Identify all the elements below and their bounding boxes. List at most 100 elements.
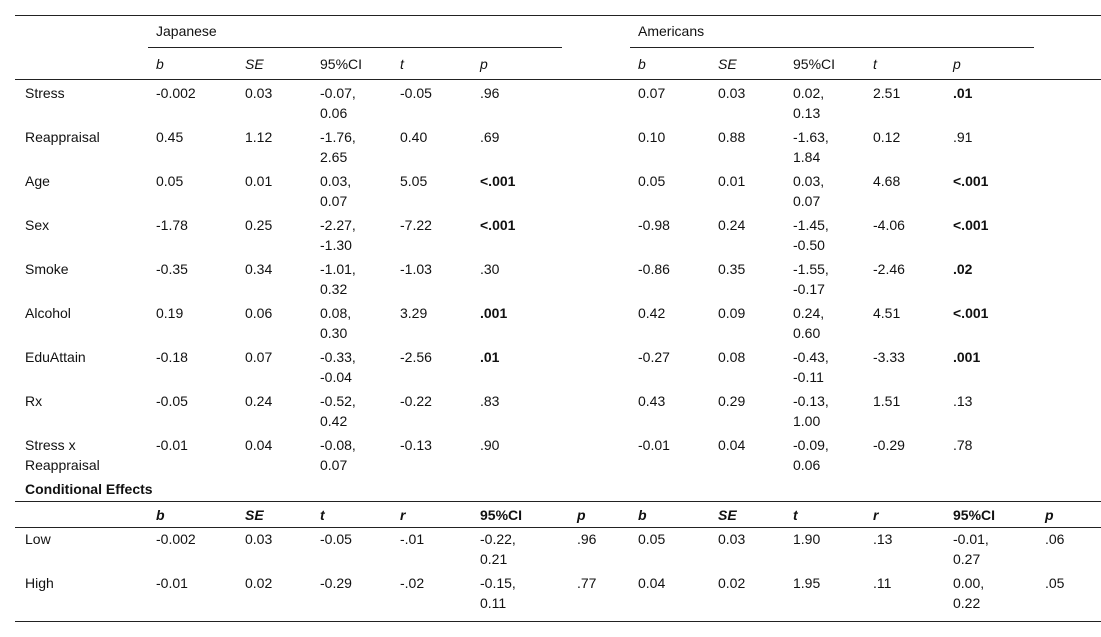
table-cell: -0.08, 0.07 [320, 437, 356, 473]
table-cell: .13 [953, 393, 973, 409]
column-header: b [638, 507, 647, 523]
table-cell: 5.05 [400, 173, 428, 189]
table-cell: 0.29 [718, 393, 746, 409]
table-cell: 0.05 [156, 173, 184, 189]
table-cell: 1.12 [245, 129, 273, 145]
table-cell: -0.01 [156, 575, 188, 591]
table-cell: 0.03, 0.07 [320, 173, 352, 209]
column-header: t [793, 507, 798, 523]
row-label: Age [25, 173, 50, 189]
table-cell: 0.08, 0.30 [320, 305, 352, 341]
table-cell: -0.01 [638, 437, 670, 453]
column-header: t [320, 507, 325, 523]
column-header: SE [718, 56, 737, 72]
column-header: p [577, 507, 586, 523]
table-cell: -0.15, 0.11 [480, 575, 516, 611]
table-cell: 0.05 [638, 173, 666, 189]
table-cell: -0.01 [156, 437, 188, 453]
table-cell: 0.04 [245, 437, 273, 453]
table-cell: .001 [953, 349, 981, 365]
table-cell: -0.22, 0.21 [480, 531, 516, 567]
table-cell: -.01 [400, 531, 425, 547]
table-cell: .96 [480, 85, 500, 101]
table-cell: -0.05 [320, 531, 352, 547]
table-cell: -7.22 [400, 217, 432, 233]
table-cell: 0.03, 0.07 [793, 173, 825, 209]
group-rule [630, 47, 1034, 48]
column-header: 95%CI [480, 507, 523, 523]
table-cell: .91 [953, 129, 973, 145]
table-cell: 0.03 [718, 85, 746, 101]
table-cell: -0.35 [156, 261, 188, 277]
column-header: 95%CI [320, 56, 363, 72]
table-cell: .11 [873, 575, 892, 591]
column-header: t [400, 56, 404, 72]
table-cell: .01 [953, 85, 973, 101]
row-label: Sex [25, 217, 50, 233]
table-cell: -1.03 [400, 261, 432, 277]
table-cell: <.001 [480, 173, 516, 189]
table-cell: 0.03 [245, 85, 273, 101]
table-cell: 1.51 [873, 393, 901, 409]
table-cell: 0.07 [638, 85, 666, 101]
column-header: SE [718, 507, 737, 523]
table-cell: 1.95 [793, 575, 821, 591]
row-label: Low [25, 531, 51, 547]
table-cell: .06 [1045, 531, 1065, 547]
table-cell: -0.43, -0.11 [793, 349, 829, 385]
table-cell: 0.07 [245, 349, 273, 365]
table-cell: -2.56 [400, 349, 432, 365]
table-cell: 1.90 [793, 531, 821, 547]
table-cell: -1.78 [156, 217, 188, 233]
column-header: p [480, 56, 488, 72]
table-cell: -0.09, 0.06 [793, 437, 829, 473]
table-cell: 4.51 [873, 305, 901, 321]
table-cell: .001 [480, 305, 508, 321]
table-cell: .01 [480, 349, 500, 365]
table-cell: <.001 [480, 217, 516, 233]
table-cell: 0.02 [718, 575, 746, 591]
table-cell: 0.01 [245, 173, 273, 189]
table-cell: -.02 [400, 575, 425, 591]
table-cell: .13 [873, 531, 893, 547]
table-cell: 0.01 [718, 173, 746, 189]
table-cell: -2.27, -1.30 [320, 217, 356, 253]
table-cell: .78 [953, 437, 973, 453]
table-cell: .05 [1045, 575, 1065, 591]
header-rule [15, 79, 1101, 80]
column-header: p [1045, 507, 1054, 523]
table-cell: 0.04 [718, 437, 746, 453]
header-rule [15, 527, 1101, 528]
section-rule [15, 501, 1101, 502]
table-cell: .69 [480, 129, 500, 145]
row-label: Smoke [25, 261, 69, 277]
table-cell: -0.13 [400, 437, 432, 453]
table-cell: -0.002 [156, 85, 196, 101]
table-cell: -0.002 [156, 531, 196, 547]
table-cell: -0.18 [156, 349, 188, 365]
table-cell: <.001 [953, 305, 989, 321]
table-cell: .02 [953, 261, 973, 277]
table-cell: -0.86 [638, 261, 670, 277]
table-cell: 0.02, 0.13 [793, 85, 825, 121]
table-cell: -4.06 [873, 217, 905, 233]
table-cell: 0.45 [156, 129, 184, 145]
table-cell: 0.04 [638, 575, 666, 591]
table-cell: .30 [480, 261, 500, 277]
table-cell: -0.29 [873, 437, 905, 453]
table-cell: -0.05 [400, 85, 432, 101]
group-rule [148, 47, 562, 48]
table-cell: 0.24 [718, 217, 746, 233]
table-cell: 0.12 [873, 129, 901, 145]
table-cell: 4.68 [873, 173, 901, 189]
table-cell: 0.00, 0.22 [953, 575, 985, 611]
row-label: Stress x Reappraisal [25, 437, 100, 473]
table-cell: -3.33 [873, 349, 905, 365]
table-cell: 0.24, 0.60 [793, 305, 825, 341]
column-header: 95%CI [793, 56, 836, 72]
row-label: Reappraisal [25, 129, 100, 145]
column-header: b [156, 56, 164, 72]
table-cell: -0.27 [638, 349, 670, 365]
table-cell: 0.19 [156, 305, 184, 321]
table-cell: -1.76, 2.65 [320, 129, 356, 165]
